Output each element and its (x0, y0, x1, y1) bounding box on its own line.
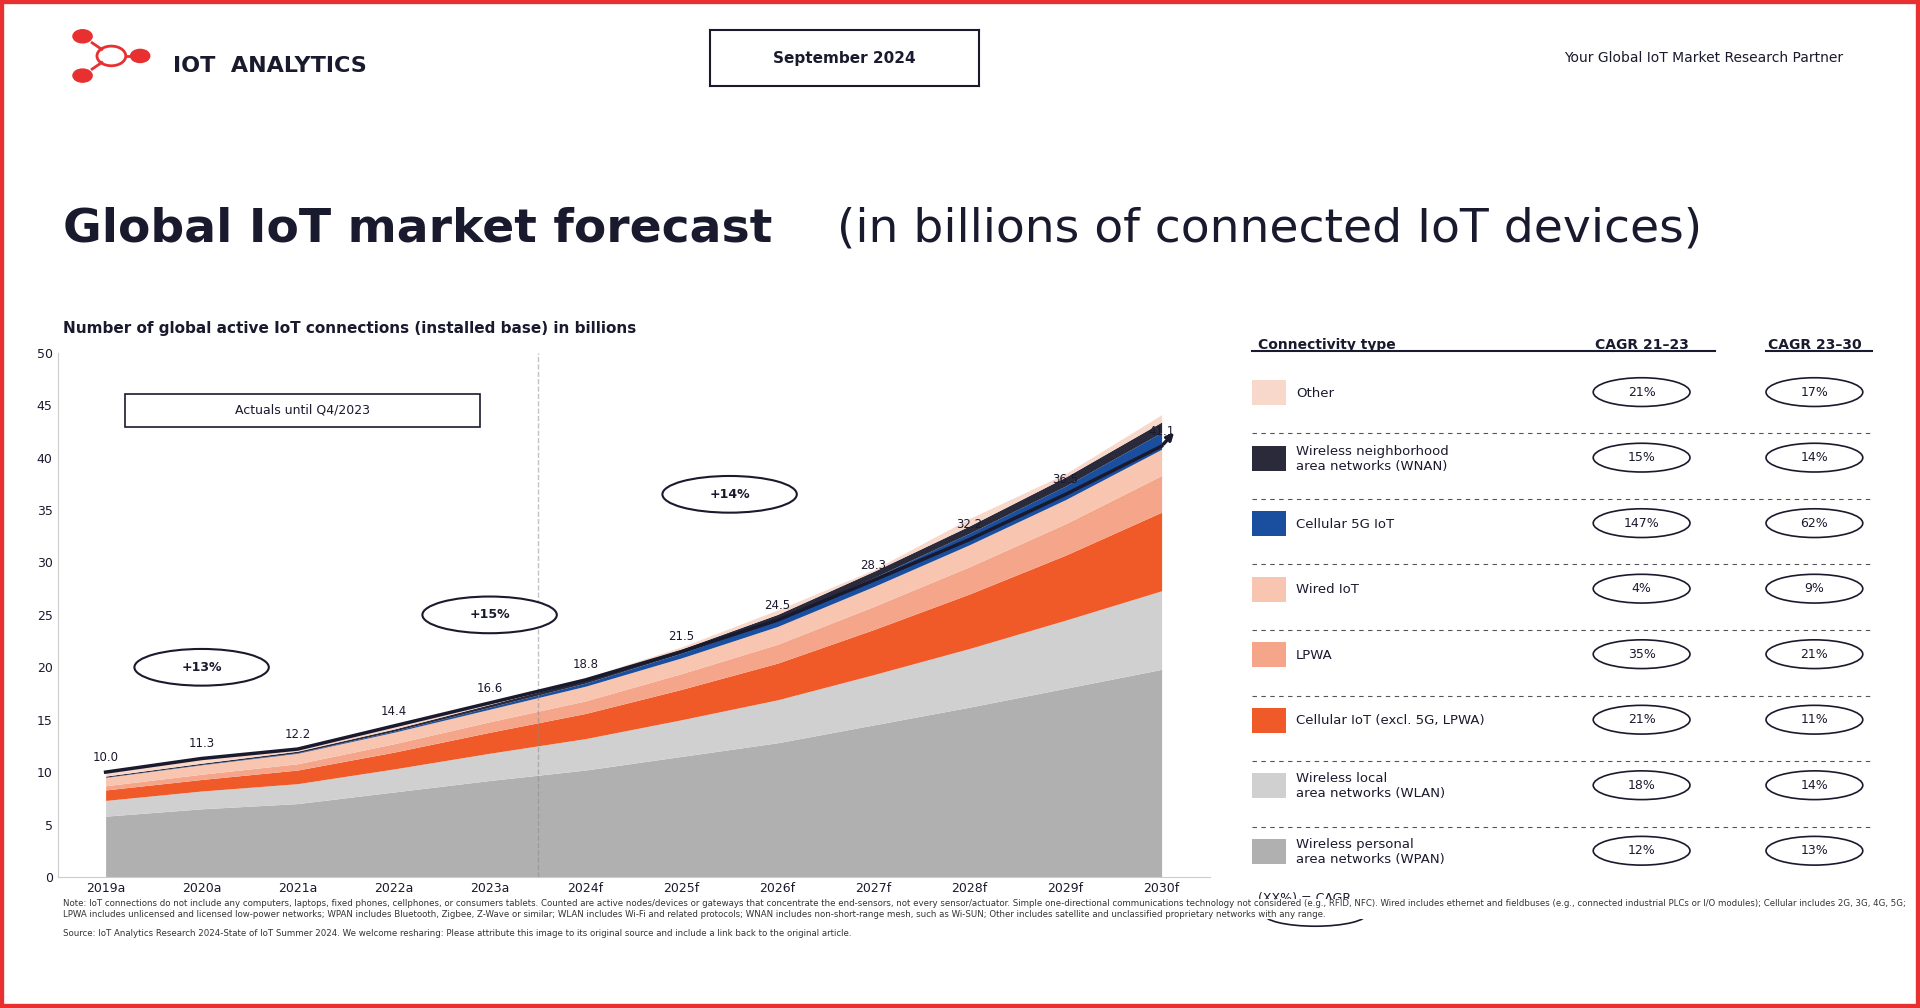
Text: Actuals until Q4/2023: Actuals until Q4/2023 (234, 404, 371, 417)
Circle shape (131, 49, 150, 62)
Ellipse shape (1594, 640, 1690, 668)
Ellipse shape (1594, 444, 1690, 472)
Text: Wireless neighborhood
area networks (WNAN): Wireless neighborhood area networks (WNA… (1296, 445, 1450, 473)
Ellipse shape (1766, 640, 1862, 668)
Ellipse shape (1594, 771, 1690, 799)
Text: Your Global IoT Market Research Partner: Your Global IoT Market Research Partner (1565, 51, 1843, 66)
Text: Source: IoT Analytics Research 2024-State of IoT Summer 2024. We welcome reshari: Source: IoT Analytics Research 2024-Stat… (63, 929, 852, 938)
Ellipse shape (1594, 509, 1690, 537)
Text: 14%: 14% (1801, 452, 1828, 464)
Text: Number of global active IoT connections (installed base) in billions: Number of global active IoT connections … (63, 321, 637, 336)
Text: 35%: 35% (1628, 648, 1655, 660)
Text: LPWA: LPWA (1296, 649, 1332, 661)
Text: 12.2: 12.2 (284, 728, 311, 741)
Text: 14.4: 14.4 (380, 705, 407, 718)
Text: Wireless local
area networks (WLAN): Wireless local area networks (WLAN) (1296, 772, 1446, 800)
Text: 10.0: 10.0 (92, 751, 119, 764)
Text: 41.1: 41.1 (1148, 424, 1175, 437)
Text: 32.2: 32.2 (956, 518, 983, 531)
Ellipse shape (662, 476, 797, 513)
Text: +14%: +14% (708, 488, 751, 501)
Text: 21%: 21% (1801, 648, 1828, 660)
Text: 13%: 13% (1801, 845, 1828, 857)
Text: Cellular IoT (excl. 5G, LPWA): Cellular IoT (excl. 5G, LPWA) (1296, 715, 1484, 727)
Ellipse shape (1594, 837, 1690, 865)
Text: September 2024: September 2024 (774, 51, 916, 66)
Ellipse shape (1594, 706, 1690, 734)
Ellipse shape (134, 649, 269, 685)
Text: 14%: 14% (1801, 779, 1828, 791)
Text: CAGR 21–23: CAGR 21–23 (1596, 338, 1688, 352)
Ellipse shape (1766, 378, 1862, 406)
Text: XX%: XX% (1302, 909, 1329, 918)
Text: 18%: 18% (1628, 779, 1655, 791)
Text: 9%: 9% (1805, 583, 1824, 595)
Text: 4%: 4% (1632, 583, 1651, 595)
Text: 12%: 12% (1628, 845, 1655, 857)
Ellipse shape (1766, 837, 1862, 865)
Text: 21%: 21% (1628, 714, 1655, 726)
Circle shape (73, 29, 92, 42)
FancyBboxPatch shape (125, 394, 480, 427)
Text: 18.8: 18.8 (572, 658, 599, 671)
Text: Cellular 5G IoT: Cellular 5G IoT (1296, 518, 1394, 530)
Text: 147%: 147% (1624, 517, 1659, 529)
Text: Other: Other (1296, 387, 1334, 399)
Text: Wireless personal
area networks (WPAN): Wireless personal area networks (WPAN) (1296, 838, 1444, 866)
Text: +13%: +13% (180, 661, 223, 673)
Text: Wired IoT: Wired IoT (1296, 584, 1359, 596)
Text: 15%: 15% (1628, 452, 1655, 464)
Ellipse shape (1594, 378, 1690, 406)
Text: Connectivity type: Connectivity type (1258, 338, 1396, 352)
Text: 21%: 21% (1628, 386, 1655, 398)
Text: 24.5: 24.5 (764, 599, 791, 612)
Text: (XX%) = CAGR: (XX%) = CAGR (1258, 892, 1352, 905)
Text: Note: IoT connections do not include any computers, laptops, fixed phones, cellp: Note: IoT connections do not include any… (63, 899, 1907, 918)
Ellipse shape (422, 597, 557, 633)
Text: 62%: 62% (1801, 517, 1828, 529)
Ellipse shape (1766, 575, 1862, 603)
Ellipse shape (1766, 444, 1862, 472)
Text: 11%: 11% (1801, 714, 1828, 726)
Text: 21.5: 21.5 (668, 630, 695, 643)
Text: IOT  ANALYTICS: IOT ANALYTICS (173, 55, 367, 76)
Text: 16.6: 16.6 (476, 681, 503, 695)
Text: (in billions of connected IoT devices): (in billions of connected IoT devices) (822, 207, 1701, 252)
Ellipse shape (1594, 575, 1690, 603)
Ellipse shape (1263, 901, 1367, 926)
Text: +15%: +15% (468, 609, 511, 621)
Ellipse shape (1766, 706, 1862, 734)
Text: 17%: 17% (1801, 386, 1828, 398)
Text: 11.3: 11.3 (188, 737, 215, 750)
Text: CAGR 23–30: CAGR 23–30 (1768, 338, 1860, 352)
Text: Global IoT market forecast: Global IoT market forecast (63, 207, 772, 252)
Circle shape (73, 69, 92, 83)
Ellipse shape (1766, 509, 1862, 537)
Ellipse shape (1766, 771, 1862, 799)
Text: 36.5: 36.5 (1052, 473, 1079, 486)
Text: 28.3: 28.3 (860, 558, 887, 572)
